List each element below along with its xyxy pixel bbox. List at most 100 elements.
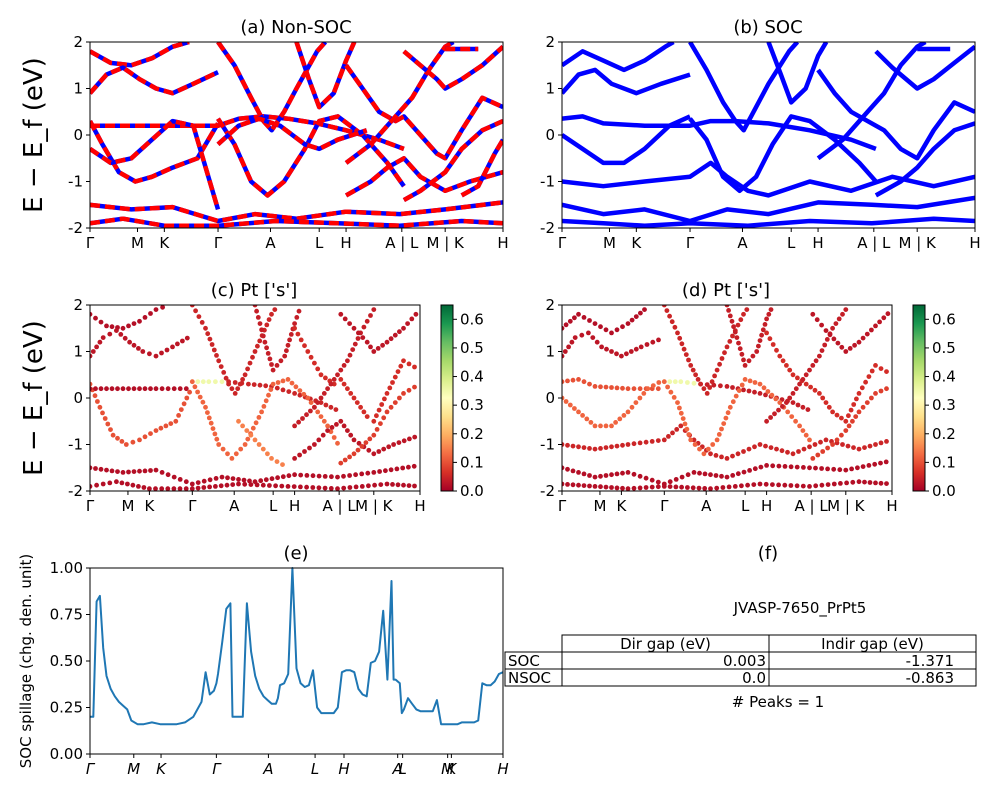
scatter-point	[631, 386, 637, 392]
scatter-point	[315, 366, 321, 372]
scatter-point	[794, 483, 800, 489]
scatter-point	[142, 386, 148, 392]
scatter-point	[705, 446, 711, 452]
band-line	[562, 160, 975, 198]
scatter-point	[257, 321, 263, 326]
scatter-point	[230, 482, 236, 487]
scatter-point	[869, 327, 874, 333]
scatter-point	[735, 451, 741, 457]
scatter-point	[803, 432, 809, 438]
scatter-point	[395, 369, 401, 374]
scatter-point	[377, 469, 382, 474]
y-tick-label: -1	[68, 436, 83, 454]
scatter-point	[304, 412, 309, 418]
scatter-point	[621, 413, 627, 418]
colorbar-tick-label: 0.5	[932, 339, 956, 357]
scatter-point	[177, 486, 183, 491]
scatter-point	[376, 449, 382, 454]
scatter-point	[619, 353, 624, 359]
scatter-point	[137, 386, 142, 392]
scatter-point	[90, 311, 93, 317]
band-line-red	[216, 42, 328, 133]
scatter-point	[727, 313, 733, 319]
scatter-point	[131, 386, 137, 392]
scatter-point	[302, 343, 307, 349]
scatter-points	[90, 305, 419, 491]
x-tick-label: A | L	[795, 497, 829, 515]
scatter-point	[777, 353, 783, 359]
scatter-point	[110, 432, 116, 438]
scatter-point	[576, 377, 581, 382]
scatter-point	[120, 325, 126, 331]
colorbar-tick-label: 0.1	[460, 453, 484, 471]
scatter-point	[260, 446, 266, 452]
scatter-point	[672, 379, 678, 385]
scatter-point	[384, 481, 390, 487]
scatter-point	[685, 485, 690, 490]
scatter-point	[724, 305, 730, 308]
x-tick-label: K	[446, 760, 457, 778]
scatter-point	[378, 482, 384, 487]
scatter-point	[830, 325, 835, 331]
scatter-point	[793, 386, 799, 392]
table-cell: 0.003	[723, 652, 766, 670]
scatter-point	[380, 342, 385, 348]
scatter-point	[120, 470, 126, 475]
scatter-point	[98, 386, 104, 392]
scatter-point	[721, 421, 727, 426]
gap-table: JVASP-7650_PrPt5 Dir gap (eV) Indir gap (e…	[504, 599, 977, 711]
scatter-point	[853, 414, 859, 419]
scatter-point	[183, 386, 189, 392]
scatter-point	[609, 472, 614, 478]
scatter-point	[724, 474, 730, 480]
scatter-point	[307, 445, 312, 451]
scatter-point	[171, 474, 177, 480]
scatter-point	[819, 348, 825, 353]
scatter-point	[247, 478, 252, 484]
scatter-point	[682, 421, 688, 427]
scatter-point	[567, 402, 573, 408]
scatter-point	[338, 377, 344, 382]
y-tick-label: -1	[540, 436, 555, 454]
scatter-point	[742, 363, 748, 368]
scatter-point	[126, 323, 131, 329]
scatter-point	[813, 465, 818, 471]
scatter-point	[742, 377, 748, 382]
scatter-point	[690, 485, 696, 491]
scatter-point	[347, 321, 352, 326]
band-line-red	[402, 119, 503, 203]
scatter-point	[220, 446, 226, 452]
scatter-point	[726, 308, 731, 313]
panel-b-title: (b) SOC	[733, 17, 802, 38]
scatter-point	[820, 449, 826, 454]
scatter-point	[807, 437, 812, 443]
scatter-point	[718, 383, 723, 389]
scatter-point	[183, 479, 189, 485]
colorbar	[441, 305, 453, 491]
scatter-point	[672, 324, 678, 330]
colorbar-tick-label: 0.1	[932, 453, 956, 471]
scatter-point	[790, 451, 796, 457]
colorbar-frame	[440, 304, 454, 492]
scatter-point	[864, 400, 870, 405]
scatter-point	[100, 481, 106, 487]
scatter-point	[752, 444, 757, 450]
scatter-point	[356, 440, 362, 446]
x-tick-label: A	[392, 760, 403, 778]
colorbar-tick-label: 0.2	[460, 425, 484, 443]
scatter-point	[713, 473, 719, 478]
panel-d-title: (d) Pt ['s']	[682, 280, 770, 301]
scatter-point	[604, 346, 609, 352]
spillage-line	[90, 567, 504, 726]
band-line-red	[460, 138, 503, 198]
scatter-point	[356, 330, 361, 336]
scatter-point	[572, 406, 577, 411]
scatter-point	[846, 423, 852, 429]
scatter-point	[251, 382, 257, 387]
scatter-point	[730, 385, 735, 390]
scatter-point	[401, 325, 406, 331]
scatter-point	[355, 447, 361, 453]
y-tick-label: -2	[68, 482, 83, 500]
scatter-point	[321, 418, 327, 424]
